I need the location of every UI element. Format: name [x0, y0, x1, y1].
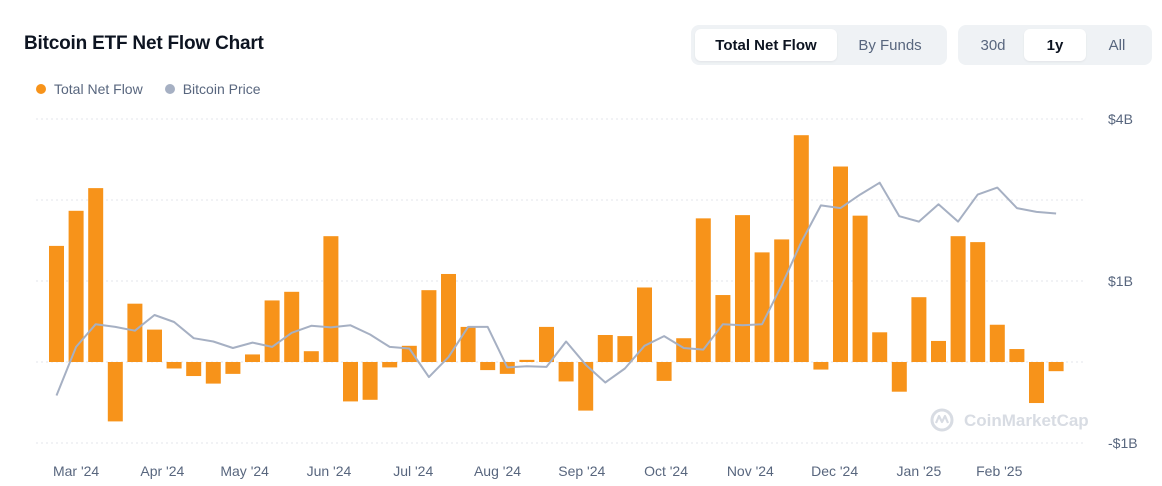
x-tick-label: Sep '24: [558, 463, 605, 479]
net-flow-bar[interactable]: [186, 362, 202, 377]
range-1y-button[interactable]: 1y: [1024, 29, 1086, 61]
net-flow-bar[interactable]: [656, 362, 672, 381]
y-tick-label: $4B: [1108, 111, 1133, 127]
net-flow-bar[interactable]: [382, 362, 398, 368]
net-flow-bar[interactable]: [68, 210, 84, 362]
x-tick-label: Dec '24: [811, 463, 858, 479]
x-tick-label: Jan '25: [897, 463, 942, 479]
view-toggle: Total Net Flow By Funds: [691, 25, 947, 65]
net-flow-bar[interactable]: [147, 329, 162, 362]
net-flow-bar[interactable]: [225, 362, 241, 374]
legend-label: Bitcoin Price: [182, 81, 261, 97]
chart-title: Bitcoin ETF Net Flow Chart: [24, 33, 264, 54]
net-flow-bar[interactable]: [539, 326, 554, 362]
legend-item-net-flow[interactable]: Total Net Flow: [36, 81, 143, 97]
range-toggle: 30d 1y All: [958, 25, 1152, 65]
coinmarketcap-logo-icon: [930, 408, 954, 432]
net-flow-bar[interactable]: [989, 324, 1005, 362]
range-all-button[interactable]: All: [1086, 29, 1148, 61]
net-flow-bar[interactable]: [127, 303, 143, 362]
net-flow-bar[interactable]: [617, 336, 633, 362]
y-axis: $4B $1B -$1B: [1108, 111, 1138, 451]
net-flow-bar[interactable]: [480, 362, 496, 371]
net-flow-bar[interactable]: [715, 295, 731, 362]
net-flow-bar[interactable]: [1048, 362, 1064, 372]
net-flow-bar[interactable]: [205, 362, 221, 384]
net-flow-bar[interactable]: [754, 252, 770, 362]
net-flow-bar[interactable]: [970, 242, 986, 362]
net-flow-bar[interactable]: [401, 345, 417, 362]
tab-total-net-flow[interactable]: Total Net Flow: [695, 29, 837, 61]
net-flow-bar[interactable]: [441, 273, 456, 362]
watermark: CoinMarketCap: [930, 408, 1089, 432]
net-flow-bar[interactable]: [950, 236, 966, 362]
x-tick-label: Jun '24: [307, 463, 352, 479]
x-tick-label: Jul '24: [393, 463, 433, 479]
net-flow-bar[interactable]: [303, 351, 319, 362]
x-tick-label: Feb '25: [976, 463, 1022, 479]
net-flow-bar[interactable]: [284, 291, 300, 362]
net-flow-bar[interactable]: [558, 362, 574, 382]
x-axis: Mar '24 Apr '24 May '24 Jun '24 Jul '24 Aug '…: [53, 463, 1023, 479]
net-flow-bar[interactable]: [695, 218, 711, 362]
net-flow-bar[interactable]: [49, 245, 64, 362]
net-flow-bar[interactable]: [891, 362, 907, 392]
chart-legend: Total Net Flow Bitcoin Price: [36, 81, 261, 97]
range-30d-button[interactable]: 30d: [962, 29, 1024, 61]
net-flow-bar[interactable]: [833, 166, 848, 362]
legend-dot-icon: [36, 84, 46, 94]
net-flow-bar[interactable]: [88, 188, 104, 362]
x-tick-label: Oct '24: [644, 463, 688, 479]
net-flow-bar[interactable]: [774, 239, 790, 362]
net-flow-bar[interactable]: [676, 338, 692, 362]
x-tick-label: Apr '24: [140, 463, 184, 479]
net-flow-bar[interactable]: [597, 335, 613, 362]
net-flow-bar[interactable]: [362, 362, 378, 400]
net-flow-bar[interactable]: [1029, 362, 1044, 404]
net-flow-bar[interactable]: [578, 362, 594, 411]
net-flow-bar[interactable]: [323, 236, 339, 362]
y-tick-label: -$1B: [1108, 435, 1138, 451]
net-flow-bar[interactable]: [931, 340, 946, 362]
price-line-layer: [55, 181, 1057, 396]
net-flow-bar[interactable]: [852, 215, 868, 362]
legend-item-bitcoin-price[interactable]: Bitcoin Price: [164, 81, 261, 97]
net-flow-bar[interactable]: [166, 362, 182, 369]
net-flow-bar[interactable]: [343, 362, 358, 402]
net-flow-bar[interactable]: [813, 362, 829, 370]
watermark-text: CoinMarketCap: [964, 411, 1089, 430]
bitcoin-price-line[interactable]: [55, 181, 1057, 396]
net-flow-bar[interactable]: [107, 362, 123, 422]
net-flow-bar[interactable]: [1009, 349, 1025, 362]
tab-by-funds[interactable]: By Funds: [837, 29, 943, 61]
net-flow-bar[interactable]: [735, 215, 750, 362]
net-flow-bar[interactable]: [519, 359, 535, 362]
x-tick-label: Mar '24: [53, 463, 99, 479]
net-flow-bar[interactable]: [793, 135, 809, 362]
net-flow-bar[interactable]: [872, 332, 888, 362]
grid-lines: [36, 118, 1085, 444]
x-tick-label: Aug '24: [474, 463, 521, 479]
net-flow-bar[interactable]: [460, 326, 476, 362]
net-flow-bar[interactable]: [245, 354, 260, 362]
net-flow-bars: [49, 135, 1064, 422]
legend-dot-icon: [164, 84, 175, 94]
x-tick-label: May '24: [220, 463, 269, 479]
x-tick-label: Nov '24: [727, 463, 774, 479]
net-flow-bar[interactable]: [421, 290, 437, 362]
y-tick-label: $1B: [1108, 273, 1133, 289]
net-flow-bar[interactable]: [911, 297, 927, 362]
legend-label: Total Net Flow: [54, 81, 143, 97]
net-flow-bar[interactable]: [264, 300, 280, 362]
